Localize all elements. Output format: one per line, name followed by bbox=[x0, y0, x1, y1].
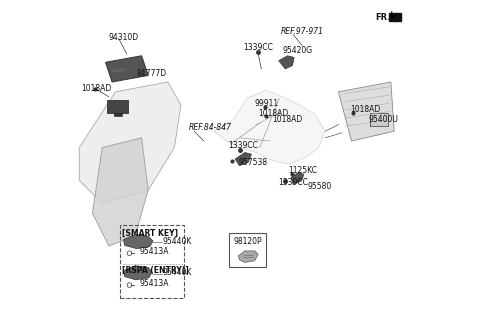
Polygon shape bbox=[92, 138, 148, 246]
Bar bbox=[107, 100, 129, 113]
Text: 95413A: 95413A bbox=[140, 279, 169, 288]
Text: 1018AD: 1018AD bbox=[272, 115, 302, 124]
Text: 95580: 95580 bbox=[307, 182, 332, 192]
Polygon shape bbox=[291, 172, 304, 184]
Bar bbox=[228, 233, 266, 267]
Text: 957538: 957538 bbox=[239, 158, 267, 167]
Text: 1125KC: 1125KC bbox=[288, 166, 318, 175]
Text: [SMART KEY]: [SMART KEY] bbox=[122, 229, 178, 237]
Text: 1339CC: 1339CC bbox=[278, 177, 308, 187]
Text: 95440K: 95440K bbox=[163, 268, 192, 277]
Polygon shape bbox=[338, 82, 394, 141]
Text: REF.84-847: REF.84-847 bbox=[189, 123, 232, 133]
Polygon shape bbox=[123, 235, 153, 249]
Text: 1018AD: 1018AD bbox=[258, 109, 288, 118]
Polygon shape bbox=[123, 266, 152, 280]
Text: [RSPA (ENTRY)]: [RSPA (ENTRY)] bbox=[122, 266, 189, 275]
Text: 98120P: 98120P bbox=[233, 237, 262, 246]
Text: 1018AD: 1018AD bbox=[350, 105, 380, 114]
Polygon shape bbox=[239, 251, 258, 262]
Text: 95400U: 95400U bbox=[369, 115, 399, 124]
Bar bbox=[120, 225, 184, 298]
Text: 94310D: 94310D bbox=[109, 33, 139, 42]
Polygon shape bbox=[106, 56, 148, 82]
Bar bbox=[389, 13, 401, 21]
Text: 1339CC: 1339CC bbox=[243, 43, 273, 52]
Text: REF.97-971: REF.97-971 bbox=[281, 27, 324, 36]
Polygon shape bbox=[235, 153, 252, 166]
Text: 99911: 99911 bbox=[255, 99, 279, 108]
Bar bbox=[370, 113, 388, 126]
Text: 95420G: 95420G bbox=[283, 46, 313, 55]
Text: 1018AD: 1018AD bbox=[81, 84, 111, 93]
Text: 84777D: 84777D bbox=[137, 69, 167, 78]
Text: 95413A: 95413A bbox=[140, 247, 169, 256]
Polygon shape bbox=[279, 56, 294, 69]
Bar bbox=[114, 113, 122, 116]
Polygon shape bbox=[214, 90, 325, 164]
Polygon shape bbox=[79, 82, 181, 203]
Text: FR.: FR. bbox=[375, 13, 391, 22]
Text: 95440K: 95440K bbox=[163, 236, 192, 246]
Text: 1339CC: 1339CC bbox=[228, 141, 258, 151]
